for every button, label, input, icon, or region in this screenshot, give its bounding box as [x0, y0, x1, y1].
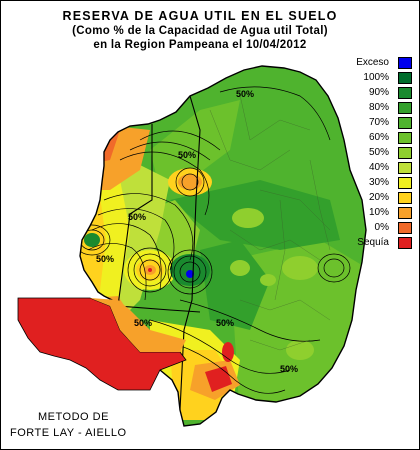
legend-label: 30%: [368, 177, 389, 188]
legend-item: 60%: [342, 131, 418, 145]
legend-label: 40%: [368, 162, 389, 173]
legend-swatch: [398, 117, 412, 129]
legend-swatch: [398, 132, 412, 144]
legend-label: 60%: [368, 132, 389, 143]
legend-label: 0%: [374, 222, 389, 233]
contour-label: 50%: [216, 318, 234, 328]
contour-label: 50%: [128, 212, 146, 222]
legend-item: 40%: [342, 161, 418, 175]
legend-label: 10%: [368, 207, 389, 218]
legend-label: 90%: [368, 87, 389, 98]
legend-item: 30%: [342, 176, 418, 190]
legend-swatch: [398, 222, 412, 234]
legend-item: 50%: [342, 146, 418, 160]
legend-swatch: [398, 162, 412, 174]
map-subtitle: (Como % de la Capacidad de Agua util Tot…: [72, 25, 328, 37]
contour-label: 50%: [178, 150, 196, 160]
legend-swatch: [398, 72, 412, 84]
legend-item: 20%: [342, 191, 418, 205]
contour-label: 50%: [280, 364, 298, 374]
legend-swatch: [398, 87, 412, 99]
legend-label: Sequía: [357, 237, 389, 248]
method-authors: FORTE LAY - AIELLO: [10, 427, 127, 439]
legend-swatch: [398, 102, 412, 114]
legend-swatch: [398, 147, 412, 159]
province-boundary: [117, 305, 201, 313]
region-outline: [79, 65, 367, 427]
legend-item: 70%: [342, 116, 418, 130]
legend-label: 100%: [363, 72, 389, 83]
contour-label: 50%: [96, 254, 114, 264]
legend-swatch: [398, 177, 412, 189]
legend-item: 10%: [342, 206, 418, 220]
map-date-line: en la Region Pampeana el 10/04/2012: [93, 39, 307, 51]
legend-item: 80%: [342, 101, 418, 115]
excess-point: [186, 270, 194, 278]
legend-swatch: [398, 237, 412, 249]
contour-label: 50%: [236, 89, 254, 99]
legend-label: 80%: [368, 102, 389, 113]
map-title: RESERVA DE AGUA UTIL EN EL SUELO: [62, 9, 338, 23]
legend-label: 50%: [368, 147, 389, 158]
contour-label: 50%: [134, 318, 152, 328]
legend-item: 100%: [342, 71, 418, 85]
legend-swatch: [398, 57, 412, 69]
legend-item: 90%: [342, 86, 418, 100]
legend-item: Sequía: [342, 236, 418, 250]
legend-item: Exceso: [342, 56, 418, 70]
legend-label: 70%: [368, 117, 389, 128]
province-boundary: [117, 124, 153, 307]
legend-label: Exceso: [356, 57, 389, 68]
legend-label: 20%: [368, 192, 389, 203]
legend-swatch: [398, 192, 412, 204]
legend-swatch: [398, 207, 412, 219]
legend-item: 0%: [342, 221, 418, 235]
method-label: METODO DE: [38, 411, 109, 423]
